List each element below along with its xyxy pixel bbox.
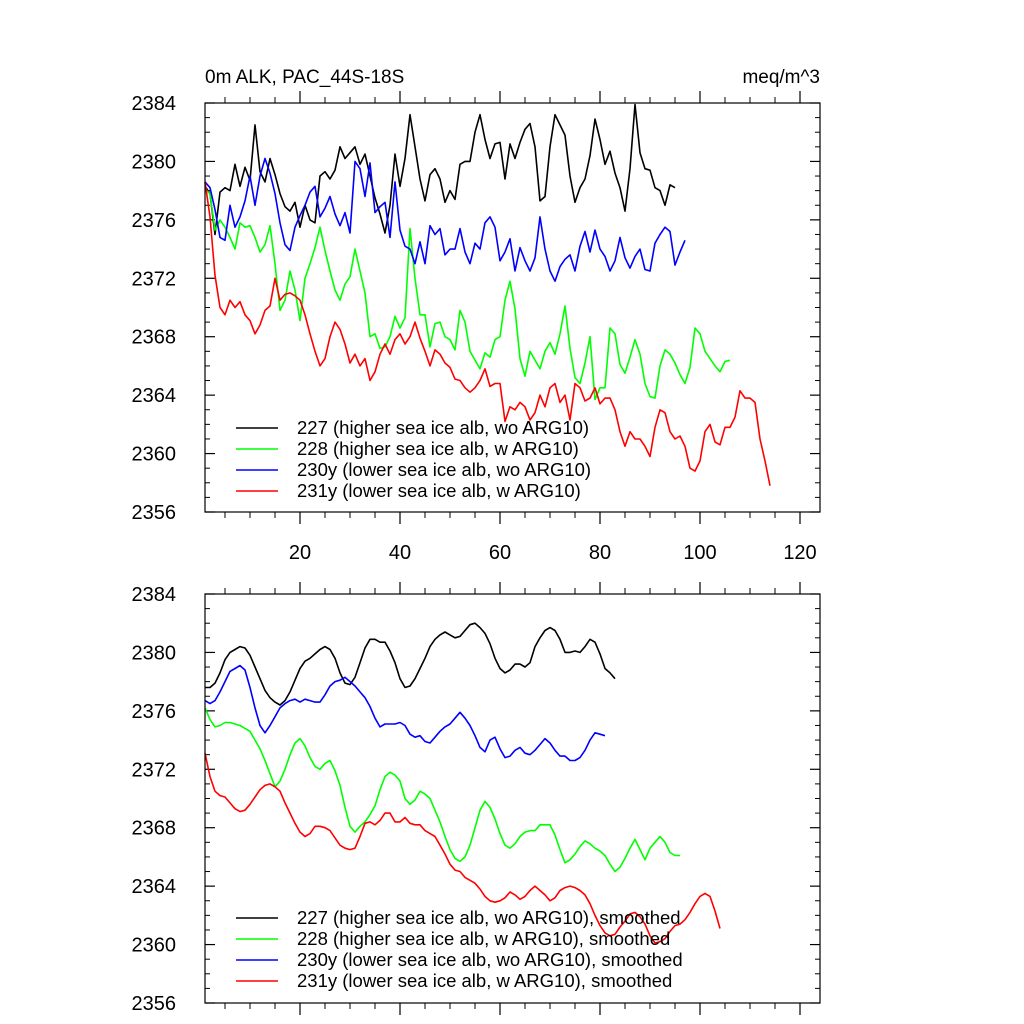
top-panel-legend: 227 (higher sea ice alb, wo ARG10)228 (h… <box>236 417 591 501</box>
x-tick-label: 40 <box>389 542 411 564</box>
y-tick-label: 2360 <box>132 444 177 466</box>
y-tick-label: 2380 <box>132 151 177 173</box>
top-panel-ticks: 2356 2360 2364 2368 2372 2376 2380 2384 20 40 60 80… <box>132 91 820 564</box>
x-tick-label: 80 <box>589 542 611 564</box>
series-line-1 <box>204 707 680 873</box>
series-line-3 <box>204 181 771 486</box>
series-line-3 <box>204 753 721 944</box>
series-line-1 <box>204 188 731 401</box>
bottom-panel-ticks: 2356 2360 2364 2368 2372 2376 2380 2384 <box>132 582 820 1015</box>
y-tick-label: 2368 <box>132 327 177 349</box>
series-line-2 <box>204 157 686 283</box>
x-tick-label: 20 <box>289 542 311 564</box>
top-panel: 0m ALK, PAC_44S-18S meq/m^3 2356 2360 2364… <box>132 67 821 564</box>
y-tick-label: 2372 <box>132 759 177 781</box>
x-tick-label: 120 <box>783 542 816 564</box>
y-tick-label: 2364 <box>132 385 177 407</box>
y-tick-label: 2376 <box>132 210 177 232</box>
legend-label: 228 (higher sea ice alb, w ARG10) <box>297 438 579 459</box>
chart-title: 0m ALK, PAC_44S-18S <box>205 67 404 88</box>
y-tick-label: 2380 <box>132 642 177 664</box>
y-tick-label: 2364 <box>132 876 177 898</box>
y-tick-label: 2384 <box>132 93 177 115</box>
y-tick-label: 2372 <box>132 268 177 290</box>
bottom-panel-legend: 227 (higher sea ice alb, wo ARG10), smoo… <box>236 907 683 991</box>
series-line-0 <box>205 622 616 706</box>
top-panel-frame <box>204 102 821 513</box>
x-tick-label: 60 <box>489 542 511 564</box>
legend-label: 230y (lower sea ice alb, wo ARG10), smoo… <box>297 949 683 970</box>
bottom-panel-frame <box>204 593 821 1004</box>
legend-label: 227 (higher sea ice alb, wo ARG10) <box>297 417 589 438</box>
y-tick-label: 2368 <box>132 818 177 840</box>
series-line-0 <box>204 103 676 236</box>
y-tick-label: 2360 <box>132 935 177 957</box>
y-tick-label: 2384 <box>132 584 177 606</box>
y-tick-label: 2356 <box>132 993 177 1015</box>
x-tick-label: 100 <box>683 542 716 564</box>
legend-label: 228 (higher sea ice alb, w ARG10), smoot… <box>297 928 670 949</box>
units-label: meq/m^3 <box>742 67 820 88</box>
bottom-panel-lines <box>204 622 721 944</box>
y-tick-label: 2376 <box>132 701 177 723</box>
top-panel-lines <box>204 103 771 486</box>
y-tick-label: 2356 <box>132 502 177 524</box>
legend-label: 227 (higher sea ice alb, wo ARG10), smoo… <box>297 907 681 928</box>
legend-label: 231y (lower sea ice alb, w ARG10), smoot… <box>297 970 672 991</box>
legend-label: 231y (lower sea ice alb, w ARG10) <box>297 480 581 501</box>
series-line-2 <box>204 664 606 762</box>
legend-label: 230y (lower sea ice alb, wo ARG10) <box>297 459 591 480</box>
bottom-panel: 2356 2360 2364 2368 2372 2376 2380 2384 227 (hi… <box>132 582 821 1015</box>
